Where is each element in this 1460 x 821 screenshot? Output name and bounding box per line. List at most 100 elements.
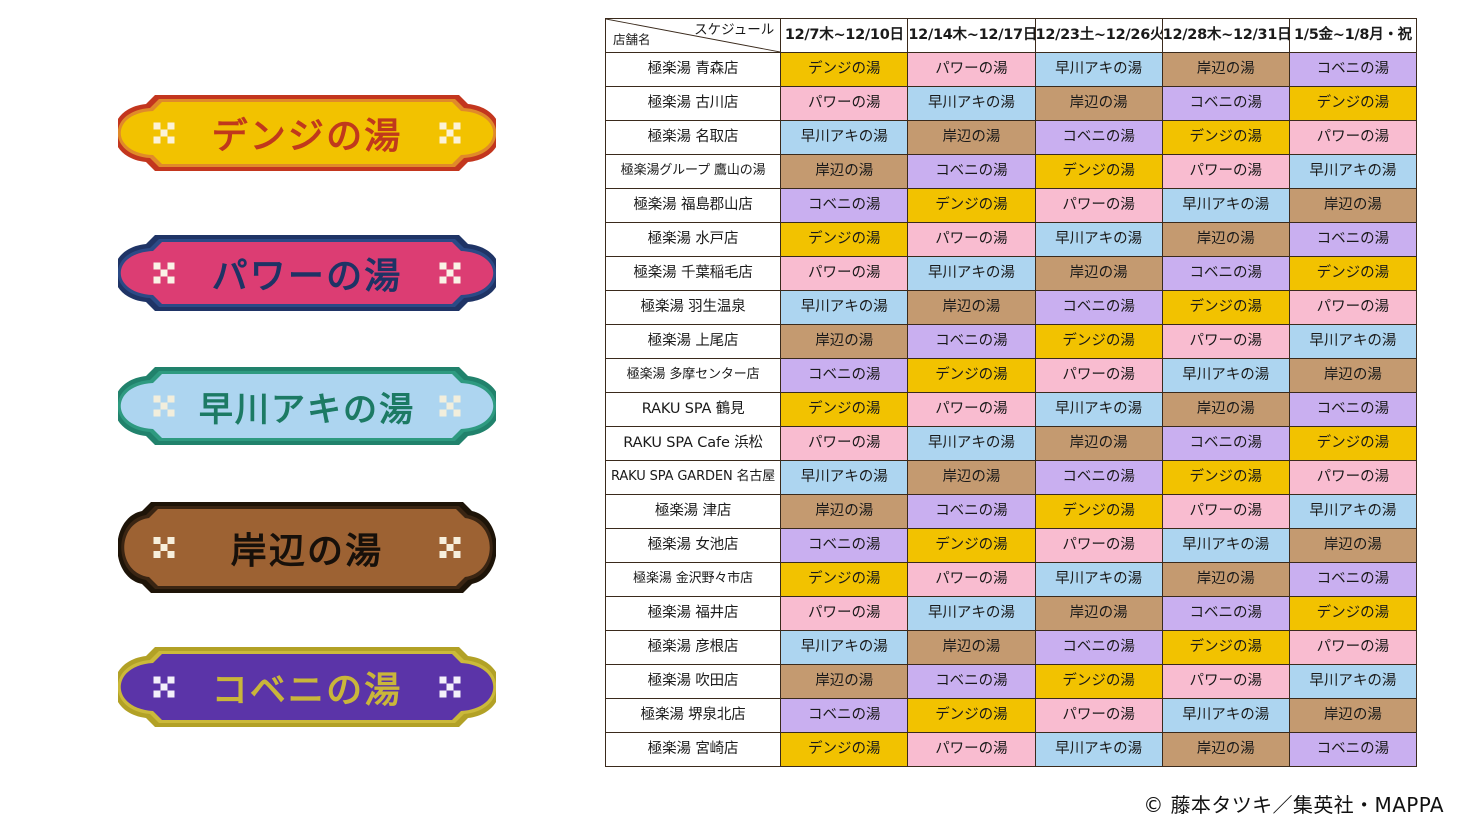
schedule-cell-denji: デンジの湯: [1034, 664, 1163, 699]
table-row: 極楽湯 宮崎店 デンジの湯 パワーの湯 早川アキの湯 岸辺の湯 コベニの湯: [604, 732, 1418, 767]
store-name-cell: 極楽湯 福島郡山店: [604, 188, 782, 223]
schedule-cell-kobeni: コベニの湯: [1288, 52, 1418, 87]
table-row: 極楽湯 古川店 パワーの湯 早川アキの湯 岸辺の湯 コベニの湯 デンジの湯: [604, 86, 1418, 121]
store-name-cell: 極楽湯 津店: [604, 494, 782, 529]
schedule-cell-denji: デンジの湯: [780, 52, 909, 87]
schedule-cell-denji: デンジの湯: [1288, 256, 1418, 291]
schedule-cell-denji: デンジの湯: [1288, 426, 1418, 461]
schedule-cell-kishibe: 岸辺の湯: [1161, 222, 1290, 257]
badge-shape-kishibe: [118, 502, 496, 593]
schedule-cell-aki: 早川アキの湯: [1288, 494, 1418, 529]
schedule-cell-kishibe: 岸辺の湯: [1288, 698, 1418, 733]
schedule-cell-aki: 早川アキの湯: [907, 426, 1036, 461]
schedule-cell-aki: 早川アキの湯: [1034, 222, 1163, 257]
store-name-cell: 極楽湯 古川店: [604, 86, 782, 121]
schedule-cell-kobeni: コベニの湯: [1161, 596, 1290, 631]
schedule-cell-power: パワーの湯: [1288, 120, 1418, 155]
schedule-cell-kishibe: 岸辺の湯: [1161, 52, 1290, 87]
schedule-cell-power: パワーの湯: [907, 392, 1036, 427]
table-row: 極楽湯 多摩センター店 コベニの湯 デンジの湯 パワーの湯 早川アキの湯 岸辺の湯: [604, 358, 1418, 393]
schedule-cell-power: パワーの湯: [1161, 154, 1290, 189]
schedule-cell-denji: デンジの湯: [780, 732, 909, 767]
store-name-cell: 極楽湯 青森店: [604, 52, 782, 87]
schedule-cell-kobeni: コベニの湯: [1288, 732, 1418, 767]
copyright-notice: © 藤本タツキ／集英社・MAPPA: [1143, 793, 1444, 817]
schedule-cell-aki: 早川アキの湯: [1288, 664, 1418, 699]
schedule-cell-power: パワーの湯: [907, 562, 1036, 597]
schedule-cell-power: パワーの湯: [907, 732, 1036, 767]
schedule-cell-kishibe: 岸辺の湯: [1034, 596, 1163, 631]
schedule-cell-denji: デンジの湯: [780, 222, 909, 257]
schedule-cell-kishibe: 岸辺の湯: [907, 630, 1036, 665]
table-row: 極楽湯 羽生温泉 早川アキの湯 岸辺の湯 コベニの湯 デンジの湯 パワーの湯: [604, 290, 1418, 325]
schedule-cell-denji: デンジの湯: [1034, 494, 1163, 529]
schedule-cell-power: パワーの湯: [780, 426, 909, 461]
schedule-cell-aki: 早川アキの湯: [780, 290, 909, 325]
schedule-cell-kobeni: コベニの湯: [1161, 86, 1290, 121]
schedule-cell-power: パワーの湯: [1034, 188, 1163, 223]
table-row: 極楽湯グループ 鷹山の湯 岸辺の湯 コベニの湯 デンジの湯 パワーの湯 早川アキの湯: [604, 154, 1418, 189]
badge-power: パワーの湯: [118, 228, 496, 318]
week-header-4: 12/28木~12/31日: [1161, 18, 1290, 53]
table-row: 極楽湯 金沢野々市店 デンジの湯 パワーの湯 早川アキの湯 岸辺の湯 コベニの湯: [604, 562, 1418, 597]
schedule-cell-aki: 早川アキの湯: [1034, 52, 1163, 87]
schedule-cell-denji: デンジの湯: [907, 698, 1036, 733]
store-name-cell: 極楽湯 金沢野々市店: [604, 562, 782, 597]
schedule-cell-power: パワーの湯: [1161, 324, 1290, 359]
schedule-cell-kishibe: 岸辺の湯: [1288, 528, 1418, 563]
badge-shape-power: [118, 235, 496, 311]
schedule-cell-aki: 早川アキの湯: [1288, 154, 1418, 189]
store-name-cell: RAKU SPA 鶴見: [604, 392, 782, 427]
schedule-cell-aki: 早川アキの湯: [780, 460, 909, 495]
schedule-cell-denji: デンジの湯: [1161, 630, 1290, 665]
schedule-cell-kishibe: 岸辺の湯: [780, 494, 909, 529]
schedule-cell-kobeni: コベニの湯: [780, 528, 909, 563]
schedule-cell-denji: デンジの湯: [907, 188, 1036, 223]
store-name-cell: 極楽湯 宮崎店: [604, 732, 782, 767]
schedule-cell-denji: デンジの湯: [907, 358, 1036, 393]
schedule-cell-aki: 早川アキの湯: [907, 256, 1036, 291]
badge-aki: 早川アキの湯: [118, 360, 496, 452]
table-row: 極楽湯 女池店 コベニの湯 デンジの湯 パワーの湯 早川アキの湯 岸辺の湯: [604, 528, 1418, 563]
schedule-cell-power: パワーの湯: [1034, 698, 1163, 733]
table-row: 極楽湯 吹田店 岸辺の湯 コベニの湯 デンジの湯 パワーの湯 早川アキの湯: [604, 664, 1418, 699]
badge-shape-kobeni: [118, 647, 496, 727]
week-header-2: 12/14木~12/17日: [907, 18, 1036, 53]
schedule-cell-denji: デンジの湯: [1161, 460, 1290, 495]
schedule-cell-kishibe: 岸辺の湯: [1034, 256, 1163, 291]
store-name-cell: 極楽湯 吹田店: [604, 664, 782, 699]
schedule-cell-kobeni: コベニの湯: [1034, 290, 1163, 325]
table-row: RAKU SPA GARDEN 名古屋 早川アキの湯 岸辺の湯 コベニの湯 デンジの湯パ…: [604, 460, 1418, 495]
schedule-cell-kishibe: 岸辺の湯: [1034, 86, 1163, 121]
store-name-cell: 極楽湯 千葉稲毛店: [604, 256, 782, 291]
table-row: RAKU SPA 鶴見 デンジの湯 パワーの湯 早川アキの湯 岸辺の湯 コベニの湯: [604, 392, 1418, 427]
corner-diagonal-line: [606, 19, 780, 52]
store-name-cell: 極楽湯 女池店: [604, 528, 782, 563]
schedule-cell-kishibe: 岸辺の湯: [1161, 392, 1290, 427]
schedule-cell-aki: 早川アキの湯: [1034, 392, 1163, 427]
schedule-cell-kobeni: コベニの湯: [907, 494, 1036, 529]
schedule-cell-aki: 早川アキの湯: [780, 630, 909, 665]
schedule-cell-kobeni: コベニの湯: [907, 664, 1036, 699]
schedule-cell-denji: デンジの湯: [1288, 596, 1418, 631]
schedule-cell-power: パワーの湯: [1161, 664, 1290, 699]
badge-kishibe: 岸辺の湯: [118, 495, 496, 600]
store-name-cell: 極楽湯 羽生温泉: [604, 290, 782, 325]
schedule-cell-kobeni: コベニの湯: [780, 188, 909, 223]
schedule-cell-kobeni: コベニの湯: [1288, 392, 1418, 427]
schedule-cell-kobeni: コベニの湯: [1034, 120, 1163, 155]
schedule-cell-aki: 早川アキの湯: [907, 86, 1036, 121]
schedule-cell-kishibe: 岸辺の湯: [1161, 732, 1290, 767]
schedule-cell-kobeni: コベニの湯: [907, 154, 1036, 189]
schedule-cell-kishibe: 岸辺の湯: [1034, 426, 1163, 461]
schedule-table-wrap: スケジュール 店舗名 12/7木~12/10日 12/14木~12/17日 12/23土…: [604, 18, 1418, 767]
schedule-cell-kobeni: コベニの湯: [1288, 562, 1418, 597]
schedule-cell-denji: デンジの湯: [1288, 86, 1418, 121]
store-name-cell: 極楽湯 上尾店: [604, 324, 782, 359]
corner-schedule-label: スケジュール: [694, 22, 775, 38]
schedule-cell-power: パワーの湯: [907, 222, 1036, 257]
schedule-cell-kishibe: 岸辺の湯: [1161, 562, 1290, 597]
week-header-3: 12/23土~12/26火: [1034, 18, 1163, 53]
table-row: 極楽湯 千葉稲毛店 パワーの湯 早川アキの湯 岸辺の湯 コベニの湯 デンジの湯: [604, 256, 1418, 291]
schedule-cell-kishibe: 岸辺の湯: [907, 460, 1036, 495]
